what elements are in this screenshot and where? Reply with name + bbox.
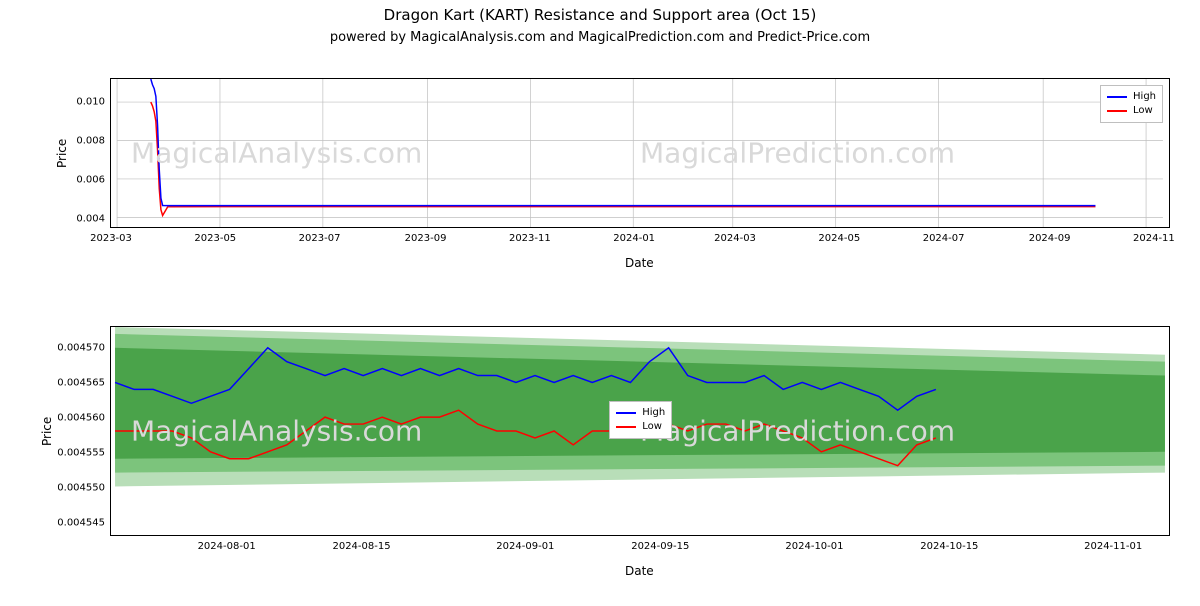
legend-high-label-2: High bbox=[642, 406, 665, 420]
xtick: 2024-09 bbox=[1029, 227, 1071, 244]
xtick: 2024-03 bbox=[714, 227, 756, 244]
xtick: 2024-11-01 bbox=[1084, 535, 1142, 552]
ytick: 0.004550 bbox=[57, 483, 111, 494]
ylabel-bottom: Price bbox=[40, 417, 54, 446]
ylabel-top: Price bbox=[55, 139, 69, 168]
legend-low-label: Low bbox=[1133, 104, 1153, 118]
ytick: 0.004560 bbox=[57, 413, 111, 424]
chart-bottom: MagicalAnalysis.com MagicalPrediction.co… bbox=[110, 326, 1170, 536]
legend-low-label-2: Low bbox=[642, 420, 662, 434]
xlabel-bottom: Date bbox=[625, 564, 654, 578]
xtick: 2023-11 bbox=[509, 227, 551, 244]
chart-top: MagicalAnalysis.com MagicalPrediction.co… bbox=[110, 78, 1170, 228]
xtick: 2023-09 bbox=[405, 227, 447, 244]
ytick: 0.004565 bbox=[57, 378, 111, 389]
ytick: 0.010 bbox=[76, 97, 111, 108]
legend-high-swatch bbox=[1107, 96, 1127, 98]
legend-low-swatch-2 bbox=[616, 426, 636, 428]
legend-bottom: High Low bbox=[609, 401, 672, 439]
ytick: 0.004555 bbox=[57, 448, 111, 459]
xtick: 2024-07 bbox=[923, 227, 965, 244]
xtick: 2023-07 bbox=[299, 227, 341, 244]
xtick: 2024-01 bbox=[613, 227, 655, 244]
xtick: 2024-10-01 bbox=[785, 535, 843, 552]
xtick: 2024-11 bbox=[1133, 227, 1175, 244]
xtick: 2024-08-01 bbox=[198, 535, 256, 552]
xtick: 2023-05 bbox=[194, 227, 236, 244]
page-subtitle: powered by MagicalAnalysis.com and Magic… bbox=[0, 30, 1200, 45]
legend-high-label: High bbox=[1133, 90, 1156, 104]
ytick: 0.004570 bbox=[57, 343, 111, 354]
legend-high-swatch-2 bbox=[616, 412, 636, 414]
ytick: 0.006 bbox=[76, 175, 111, 186]
ytick: 0.008 bbox=[76, 136, 111, 147]
legend-top: High Low bbox=[1100, 85, 1163, 123]
xtick: 2024-05 bbox=[818, 227, 860, 244]
page-title: Dragon Kart (KART) Resistance and Suppor… bbox=[0, 6, 1200, 24]
xtick: 2024-09-15 bbox=[631, 535, 689, 552]
xlabel-top: Date bbox=[625, 256, 654, 270]
ytick: 0.004 bbox=[76, 214, 111, 225]
xtick: 2023-03 bbox=[90, 227, 132, 244]
ytick: 0.004545 bbox=[57, 518, 111, 529]
xtick: 2024-09-01 bbox=[496, 535, 554, 552]
xtick: 2024-08-15 bbox=[332, 535, 390, 552]
xtick: 2024-10-15 bbox=[920, 535, 978, 552]
legend-low-swatch bbox=[1107, 110, 1127, 112]
